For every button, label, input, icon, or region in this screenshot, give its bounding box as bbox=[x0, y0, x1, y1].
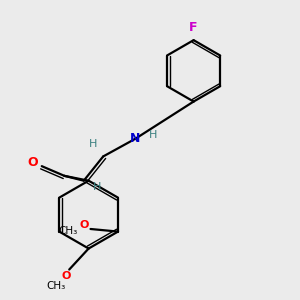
Text: H: H bbox=[92, 182, 101, 191]
Text: O: O bbox=[80, 220, 89, 230]
Text: F: F bbox=[189, 21, 198, 34]
Text: O: O bbox=[61, 271, 71, 281]
Text: H: H bbox=[149, 130, 158, 140]
Text: O: O bbox=[27, 156, 38, 169]
Text: CH₃: CH₃ bbox=[58, 226, 78, 236]
Text: CH₃: CH₃ bbox=[47, 281, 66, 291]
Text: N: N bbox=[130, 132, 141, 145]
Text: H: H bbox=[89, 139, 98, 149]
